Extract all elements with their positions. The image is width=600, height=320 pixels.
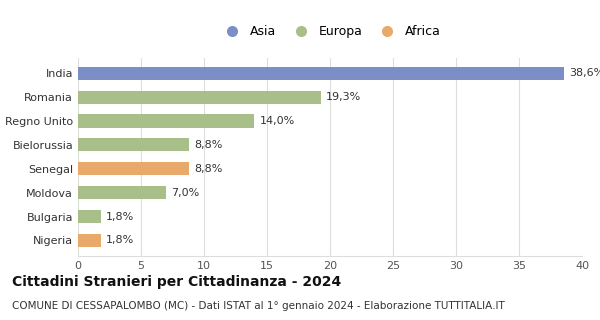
Text: COMUNE DI CESSAPALOMBO (MC) - Dati ISTAT al 1° gennaio 2024 - Elaborazione TUTTI: COMUNE DI CESSAPALOMBO (MC) - Dati ISTAT… <box>12 301 505 311</box>
Bar <box>78 67 565 80</box>
Bar <box>78 91 321 104</box>
Text: 1,8%: 1,8% <box>106 236 134 245</box>
Bar <box>78 210 101 223</box>
Text: 1,8%: 1,8% <box>106 212 134 221</box>
Bar <box>78 162 189 175</box>
Text: 7,0%: 7,0% <box>171 188 199 198</box>
Legend: Asia, Europa, Africa: Asia, Europa, Africa <box>215 20 445 43</box>
Text: 38,6%: 38,6% <box>569 68 600 78</box>
Bar <box>78 138 189 151</box>
Bar <box>78 186 166 199</box>
Bar <box>78 114 254 128</box>
Text: 8,8%: 8,8% <box>194 140 222 150</box>
Text: 14,0%: 14,0% <box>259 116 295 126</box>
Text: 19,3%: 19,3% <box>326 92 361 102</box>
Text: Cittadini Stranieri per Cittadinanza - 2024: Cittadini Stranieri per Cittadinanza - 2… <box>12 275 341 289</box>
Text: 8,8%: 8,8% <box>194 164 222 174</box>
Bar <box>78 234 101 247</box>
